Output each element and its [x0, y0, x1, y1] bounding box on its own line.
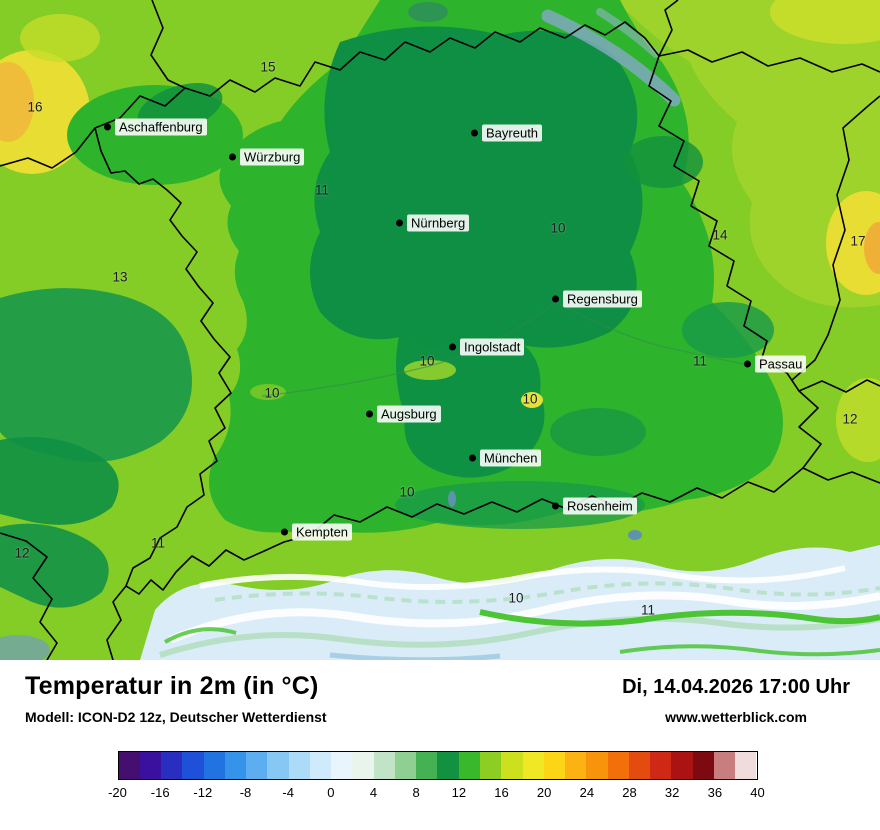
legend-swatch: [522, 752, 544, 779]
legend-swatch: [118, 752, 140, 779]
legend-tick-label: 20: [536, 785, 552, 800]
page-title: Temperatur in 2m (in °C): [25, 672, 319, 700]
legend-swatch: [437, 752, 459, 779]
legend-swatch: [139, 752, 162, 779]
legend-tick-label: 8: [412, 785, 420, 800]
legend-swatch: [458, 752, 481, 779]
legend-swatch: [288, 752, 310, 779]
legend-swatch: [224, 752, 247, 779]
footer-left: Temperatur in 2m (in °C) Modell: ICON-D2…: [25, 672, 327, 725]
legend-swatch: [713, 752, 736, 779]
legend-bar: [117, 751, 758, 780]
legend-ticks: -20 -16 -12 -8 -4 0 4 8 12 16 20 24 28 32 36 40: [108, 785, 765, 803]
legend-swatch: [309, 752, 332, 779]
legend-tick-label: -8: [239, 785, 252, 800]
legend-swatch: [373, 752, 395, 779]
legend-swatch: [182, 752, 204, 779]
legend-swatch: [501, 752, 523, 779]
legend-swatch: [692, 752, 714, 779]
legend-swatch: [267, 752, 289, 779]
temperature-legend: -20 -16 -12 -8 -4 0 4 8 12 16 20 24 28 32 36 40: [108, 751, 765, 803]
legend-swatch: [480, 752, 502, 779]
website-url: www.wetterblick.com: [665, 709, 807, 725]
legend-swatch: [671, 752, 693, 779]
legend-swatch: [203, 752, 225, 779]
legend-tick-label: 12: [451, 785, 467, 800]
footer: Temperatur in 2m (in °C) Modell: ICON-D2…: [0, 660, 880, 830]
legend-swatch: [246, 752, 268, 779]
legend-tick-label: 28: [622, 785, 637, 800]
legend-tick-label: 16: [494, 785, 509, 800]
legend-tick-label: 0: [327, 785, 335, 800]
legend-tick-label: -20: [108, 785, 127, 800]
legend-swatch: [543, 752, 566, 779]
temperature-map-graphic: [0, 0, 880, 660]
footer-right: Di, 14.04.2026 17:00 Uhr www.wetterblick…: [622, 672, 850, 725]
legend-swatch: [416, 752, 438, 779]
legend-tick-label: -4: [282, 785, 294, 800]
legend-swatch: [161, 752, 183, 779]
forecast-datetime: Di, 14.04.2026 17:00 Uhr: [622, 676, 850, 698]
legend-swatch: [650, 752, 672, 779]
legend-tick-label: -16: [150, 785, 170, 800]
legend-swatch: [607, 752, 629, 779]
legend-tick-label: 24: [579, 785, 595, 800]
legend-swatch: [586, 752, 608, 779]
legend-swatch: [394, 752, 417, 779]
legend-tick-label: 32: [664, 785, 680, 800]
legend-swatch: [735, 752, 757, 779]
legend-swatch: [331, 752, 353, 779]
legend-swatch: [352, 752, 374, 779]
legend-tick-label: 4: [369, 785, 378, 800]
legend-tick-label: -12: [193, 785, 213, 800]
legend-swatch: [565, 752, 587, 779]
legend-tick-label: 36: [707, 785, 723, 800]
legend-swatch: [628, 752, 651, 779]
model-info: Modell: ICON-D2 12z, Deutscher Wetterdie…: [25, 709, 327, 725]
terrain-layer: [0, 0, 880, 660]
footer-header: Temperatur in 2m (in °C) Modell: ICON-D2…: [25, 672, 850, 725]
temperature-map: 16 15 11 13 10 14 17 10 11 10 10 12 10 11 12 10 11 Ascha…: [0, 0, 880, 660]
legend-tick-label: 40: [750, 785, 765, 800]
